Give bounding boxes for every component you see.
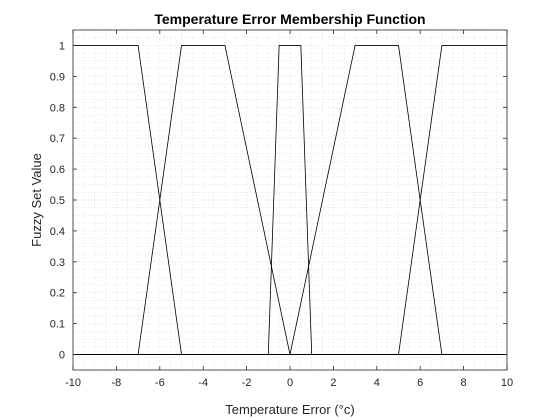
x-tick-label: -2: [242, 377, 252, 389]
membership-line-5: [73, 45, 507, 355]
x-tick-label: -4: [198, 377, 208, 389]
x-tick-label: -10: [65, 377, 81, 389]
chart-title: Temperature Error Membership Function: [154, 11, 425, 27]
x-tick-label: 10: [501, 377, 513, 389]
y-tick-label: 1: [59, 40, 65, 52]
x-tick-label: -6: [155, 377, 165, 389]
y-tick-label: 0: [59, 350, 65, 362]
grid: [72, 30, 508, 370]
y-tick-label: 0.5: [50, 195, 65, 207]
x-axis-label: Temperature Error (°c): [225, 402, 354, 417]
y-tick-label: 0.4: [50, 226, 65, 238]
y-tick-label: 0.6: [50, 164, 65, 176]
x-tick-label: 0: [287, 377, 293, 389]
x-tick-label: 2: [330, 377, 336, 389]
y-tick-label: 0.7: [50, 133, 65, 145]
y-tick-label: 0.9: [50, 71, 65, 83]
x-tick-label: 8: [461, 377, 467, 389]
x-tick-label: 4: [374, 377, 380, 389]
y-tick-label: 0.8: [50, 102, 65, 114]
y-tick-label: 0.2: [50, 288, 65, 300]
y-axis-label: Fuzzy Set Value: [29, 153, 44, 247]
ticks: -10 -8 -6 -4 -2 0 2 4 6 8 10 0 0.1 0.2 0.3 0.4 0.5 0.6 0.7…: [50, 30, 513, 389]
y-tick-label: 0.1: [50, 319, 65, 331]
x-tick-label: 6: [417, 377, 423, 389]
series-group: [73, 45, 507, 355]
x-tick-label: -8: [112, 377, 122, 389]
y-tick-label: 0.3: [50, 257, 65, 269]
